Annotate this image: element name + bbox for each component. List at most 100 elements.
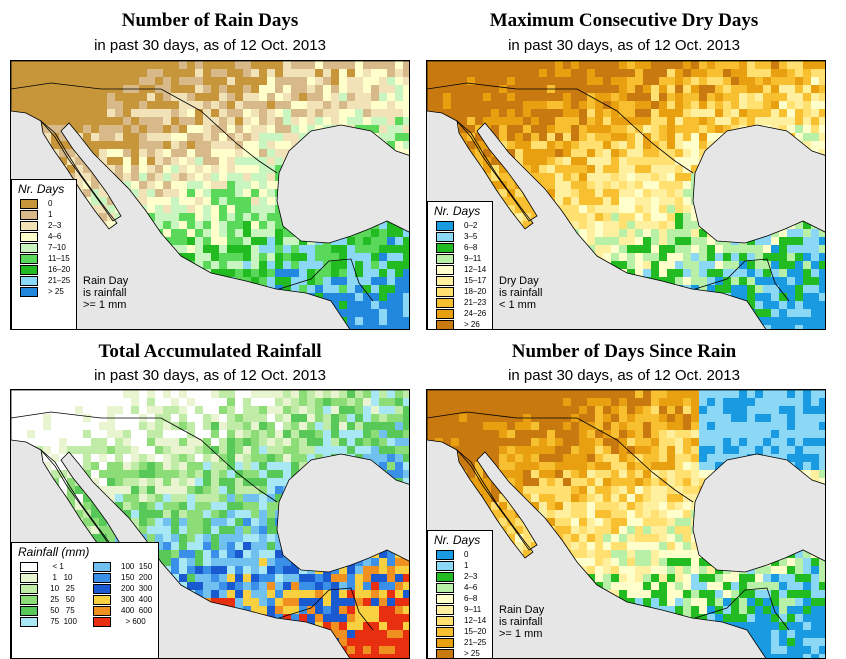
legend-label: 400 600 [121, 606, 153, 615]
legend-item: 12–14 [428, 615, 492, 626]
legend-label: 2–3 [464, 572, 478, 581]
legend-label: 12–14 [464, 616, 487, 625]
map-rain-days: Nr. Days 0 1 2–3 4–6 7–10 11–15 16–20 21–25 > 25 R… [10, 60, 410, 330]
legend-swatch [20, 275, 38, 286]
legend-item: 7–10 [12, 242, 76, 253]
legend-item: 6–8 [428, 593, 492, 604]
legend-item: 0–2 [428, 220, 492, 231]
legend-label: 200 300 [121, 584, 153, 593]
legend-item: 4–6 [12, 231, 76, 242]
legend-swatch [436, 242, 454, 253]
map-days-since-rain: Nr. Days 0 1 2–3 4–6 6–8 9–11 12–14 15–20 21–25 > … [426, 389, 826, 659]
definition-note-line: Rain Day [83, 275, 129, 287]
legend-label: 11–15 [48, 254, 70, 263]
panel-subtitle-rain-days: in past 30 days, as of 12 Oct. 2013 [94, 37, 326, 54]
legend-swatch [20, 561, 38, 572]
legend-swatch [436, 637, 454, 648]
legend-item: 200 300 [85, 583, 158, 594]
legend-item: 75 100 [12, 616, 85, 627]
panel-subtitle-total-rainfall: in past 30 days, as of 12 Oct. 2013 [94, 367, 326, 384]
guatemala-border [278, 258, 374, 302]
legend-swatch [436, 626, 454, 637]
panel-title-total-rainfall: Total Accumulated Rainfall [98, 341, 322, 362]
guatemala-border [694, 587, 790, 631]
legend-swatch [20, 286, 38, 297]
panel-subtitle-days-since-rain: in past 30 days, as of 12 Oct. 2013 [508, 367, 740, 384]
legend-item: 9–11 [428, 253, 492, 264]
legend-label: 10 25 [48, 584, 75, 593]
legend-swatch [436, 264, 454, 275]
legend-swatch [436, 560, 454, 571]
legend-label: > 600 [121, 617, 146, 626]
definition-note-line: >= 1 mm [83, 299, 127, 311]
legend-label: 1 [48, 210, 53, 219]
legend-item: 0 [428, 549, 492, 560]
legend-label: 6–8 [464, 243, 478, 252]
definition-note-line: >= 1 mm [499, 628, 543, 640]
legend-label: 16–20 [48, 265, 71, 274]
legend-item: 25 50 [12, 594, 85, 605]
legend-label: 6–8 [464, 594, 478, 603]
legend-item: 1 [428, 560, 492, 571]
legend-swatch [436, 593, 454, 604]
legend-swatch [20, 594, 38, 605]
legend-item: 16–20 [12, 264, 76, 275]
baja-coastline [40, 119, 118, 230]
definition-note: Rain Day is rainfall >= 1 mm [83, 275, 128, 311]
definition-note: Dry Day is rainfall < 1 mm [499, 275, 542, 311]
legend-heading: Rainfall (mm) [18, 545, 90, 559]
legend-swatch [20, 231, 38, 242]
legend-swatch [20, 616, 38, 627]
legend-label: 24–26 [464, 309, 487, 318]
legend-item: < 1 [12, 561, 85, 572]
map-total-rainfall: Rainfall (mm) < 1 1 10 10 25 25 50 50 75… [10, 389, 410, 659]
legend-label: 25 50 [48, 595, 75, 604]
legend-item: 1 10 [12, 572, 85, 583]
legend: Nr. Days 0 1 2–3 4–6 7–10 11–15 16–20 21–25 > 25 [11, 179, 77, 329]
definition-note-line: is rainfall [499, 616, 543, 628]
legend: Rainfall (mm) < 1 1 10 10 25 25 50 50 75… [11, 542, 159, 658]
legend-item: > 600 [85, 616, 158, 627]
legend-item: 400 600 [85, 605, 158, 616]
legend-label: 4–6 [464, 583, 478, 592]
legend-item: 2–3 [12, 220, 76, 231]
legend-swatch [93, 594, 111, 605]
legend-label: > 25 [48, 287, 64, 296]
legend-label: 0–2 [464, 221, 478, 230]
baja-coastline [456, 448, 534, 559]
legend-swatch [20, 220, 38, 231]
legend-label: > 26 [464, 320, 480, 329]
legend-item: 18–20 [428, 286, 492, 297]
legend-swatch [20, 572, 38, 583]
map-canvas [427, 390, 825, 658]
legend-item: 15–20 [428, 626, 492, 637]
legend-label: 4–6 [48, 232, 62, 241]
legend-item: 12–14 [428, 264, 492, 275]
baja-coastline [456, 119, 534, 230]
legend-swatch [93, 561, 111, 572]
legend-item: 50 75 [12, 605, 85, 616]
legend-item: 11–15 [12, 253, 76, 264]
legend-swatch [20, 198, 38, 209]
coastline [427, 390, 825, 658]
legend-item: > 25 [12, 286, 76, 297]
us-border [427, 82, 694, 174]
legend-swatch [436, 308, 454, 319]
legend-item: 300 400 [85, 594, 158, 605]
legend-item: > 26 [428, 319, 492, 329]
legend-swatch [436, 231, 454, 242]
us-border [11, 82, 278, 174]
legend-item: 150 200 [85, 572, 158, 583]
map-canvas [427, 61, 825, 329]
legend-item: 10 25 [12, 583, 85, 594]
legend-label: < 1 [48, 562, 64, 571]
legend-swatch [20, 583, 38, 594]
legend-swatch [20, 209, 38, 220]
legend-swatch [436, 582, 454, 593]
legend-label: 150 200 [121, 573, 153, 582]
legend-label: 100 150 [121, 562, 153, 571]
legend-swatch [436, 286, 454, 297]
legend-item: 0 [12, 198, 76, 209]
legend-heading: Nr. Days [18, 182, 65, 196]
legend-label: 15–20 [464, 627, 487, 636]
